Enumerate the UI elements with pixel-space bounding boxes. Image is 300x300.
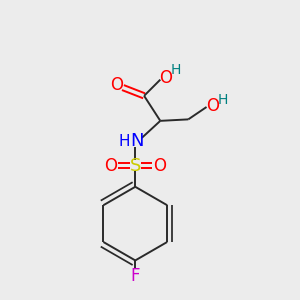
Text: H: H (218, 93, 228, 106)
Text: H: H (170, 63, 181, 77)
Text: O: O (104, 157, 117, 175)
Text: O: O (154, 157, 166, 175)
Text: O: O (159, 69, 172, 87)
Text: F: F (130, 267, 140, 285)
Text: O: O (110, 76, 123, 94)
Text: N: N (130, 133, 143, 151)
Text: H: H (118, 134, 130, 149)
Text: S: S (130, 157, 141, 175)
Text: O: O (206, 97, 220, 115)
